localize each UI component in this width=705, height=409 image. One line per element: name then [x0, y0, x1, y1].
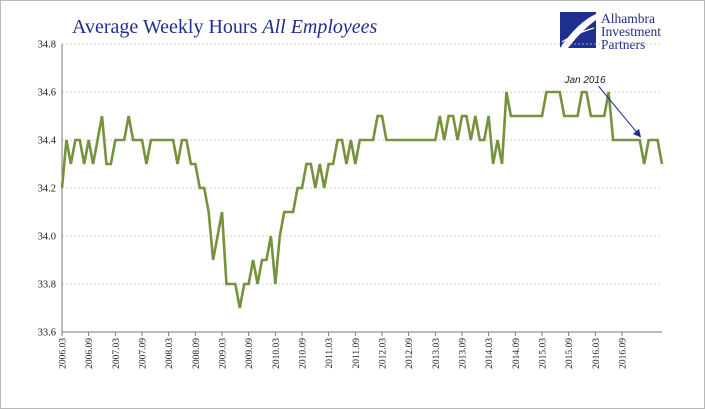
x-tick-label: 2011.03	[325, 338, 335, 369]
annotation-arrow	[598, 85, 642, 138]
y-tick-label: 34.4	[38, 136, 57, 147]
series-line	[60, 90, 664, 309]
annotation-layer: Jan 2016	[563, 75, 642, 138]
x-tick-label: 2012.09	[405, 338, 415, 369]
chart-title-main: Average Weekly Hours	[72, 16, 262, 38]
x-tick-label: 2006.03	[59, 338, 69, 369]
x-tick-label: 2010.03	[272, 338, 282, 369]
y-tick-label: 34.8	[38, 40, 56, 51]
x-tick-label: 2014.03	[485, 338, 495, 369]
logo-swoosh-icon	[560, 14, 596, 48]
x-tick-label: 2015.09	[565, 338, 575, 369]
x-tick-label: 2010.09	[299, 338, 309, 369]
chart-title-italic: All Employees	[260, 16, 377, 38]
x-tick-label: 2013.09	[459, 338, 469, 369]
x-tick-label: 2008.03	[165, 338, 175, 369]
logo-text-line1: Alhambra	[601, 11, 655, 26]
x-tick-label: 2007.03	[112, 338, 122, 369]
y-tick-labels: 34.8 34.6 34.4 34.2 34.0 33.8 33.6	[38, 40, 57, 339]
y-tick-label: 33.8	[38, 280, 56, 291]
x-tick-label: 2012.03	[379, 338, 389, 369]
x-tick-label: 2006.09	[85, 338, 95, 369]
chart-title: Average Weekly Hours All Employees	[72, 16, 378, 38]
x-tick-label: 2011.09	[352, 338, 362, 369]
y-tick-label: 33.6	[38, 328, 56, 339]
logo-line-icon	[561, 27, 595, 43]
x-tick-label: 2009.09	[245, 338, 255, 369]
y-tick-label: 34.2	[38, 184, 56, 195]
annotation-label: Jan 2016	[563, 75, 606, 86]
x-tick-label: 2016.03	[592, 338, 602, 369]
x-tick-label: 2016.09	[619, 338, 629, 369]
y-tick-label: 34.6	[38, 88, 56, 99]
series-layer	[60, 90, 664, 309]
x-tick-label: 2013.03	[432, 338, 442, 369]
alhambra-logo: Alhambra Investment Partners	[560, 11, 661, 52]
x-tick-label: 2007.09	[139, 338, 149, 369]
x-tick-label: 2008.09	[192, 338, 202, 369]
logo-text-line3: Partners	[601, 37, 645, 52]
y-tick-label: 34.0	[38, 232, 56, 243]
x-tick-label: 2015.03	[539, 338, 549, 369]
x-tick-label: 2014.09	[512, 338, 522, 369]
x-tick-label: 2009.03	[219, 338, 229, 369]
logo-text-line2: Investment	[601, 24, 661, 39]
x-tick-labels: 2006.03 2006.09 2007.03 2007.09 2008.03 2008.…	[59, 332, 629, 369]
